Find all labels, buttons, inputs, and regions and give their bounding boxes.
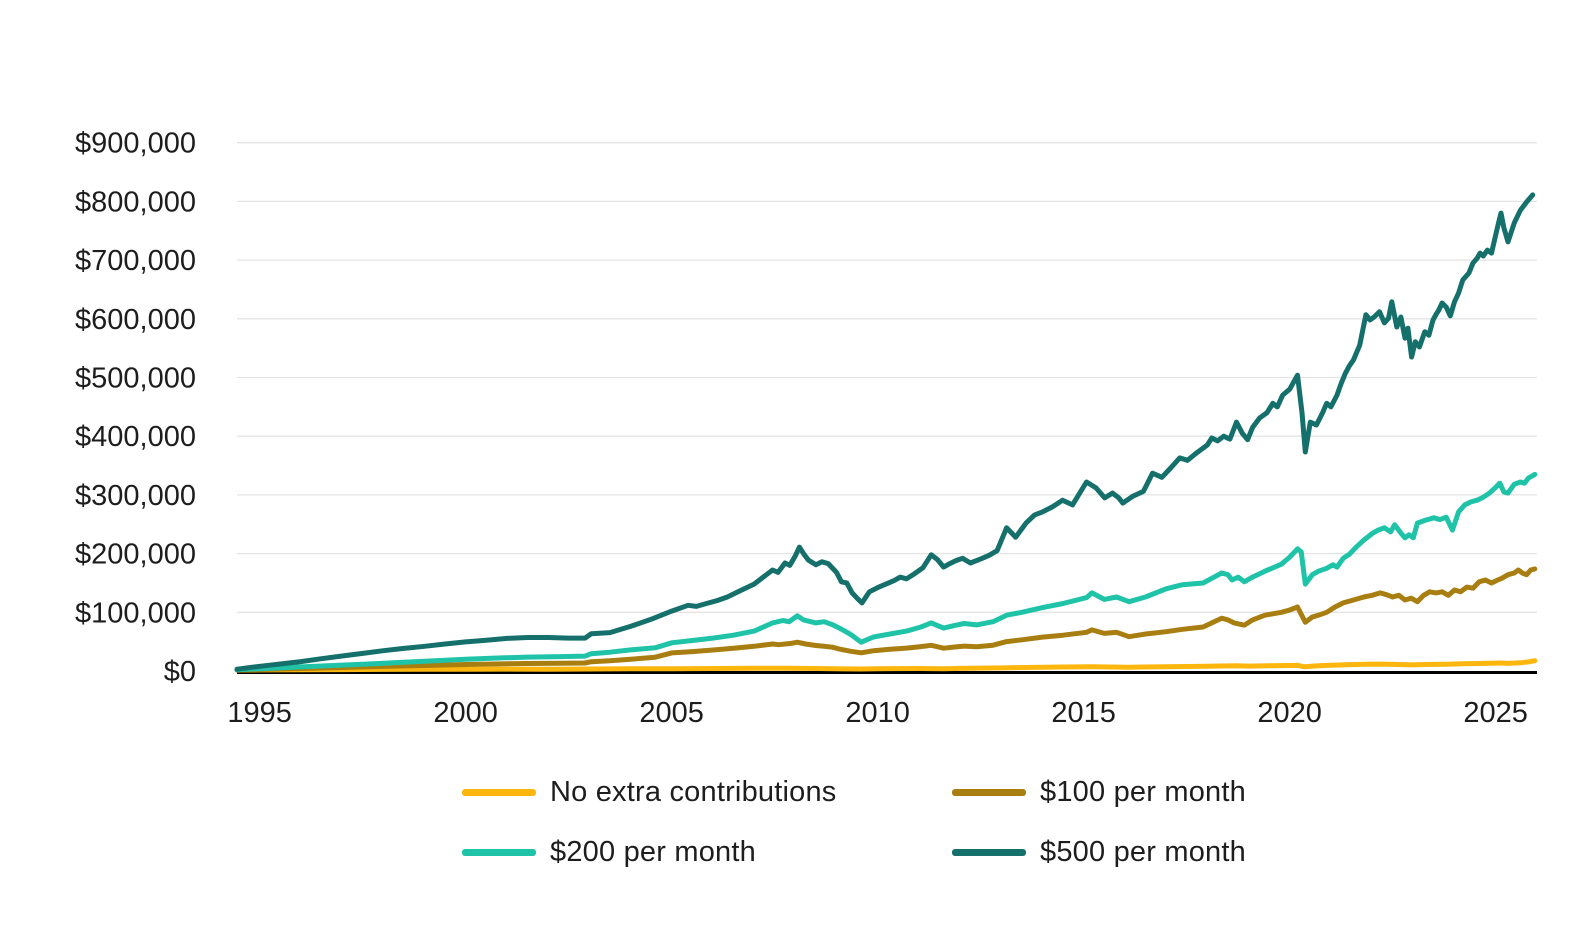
x-axis-tick-label: 2025 xyxy=(1463,697,1528,729)
x-axis-tick-label: 1995 xyxy=(227,697,292,729)
series-line--100-per-month xyxy=(234,566,1538,673)
y-axis-tick-label: $900,000 xyxy=(75,128,196,160)
y-axis-tick-label: $200,000 xyxy=(75,539,196,571)
y-axis-tick-label: $0 xyxy=(164,656,196,688)
x-axis-tick-label: 2020 xyxy=(1257,697,1322,729)
x-axis-tick-label: 2000 xyxy=(433,697,498,729)
y-axis-tick-label: $600,000 xyxy=(75,304,196,336)
y-axis-tick-label: $500,000 xyxy=(75,363,196,395)
series-line-no-extra-contributions xyxy=(234,658,1538,673)
series-line--200-per-month xyxy=(234,471,1538,673)
x-axis-tick-label: 2005 xyxy=(639,697,704,729)
y-axis-tick-label: $300,000 xyxy=(75,480,196,512)
x-axis-tick-label: 2015 xyxy=(1051,697,1116,729)
y-axis-tick-label: $400,000 xyxy=(75,421,196,453)
series-line--500-per-month xyxy=(234,192,1536,672)
x-axis-tick-label: 2010 xyxy=(845,697,910,729)
y-axis-tick-label: $100,000 xyxy=(75,597,196,629)
y-axis-tick-label: $700,000 xyxy=(75,245,196,277)
y-axis-tick-label: $800,000 xyxy=(75,186,196,218)
